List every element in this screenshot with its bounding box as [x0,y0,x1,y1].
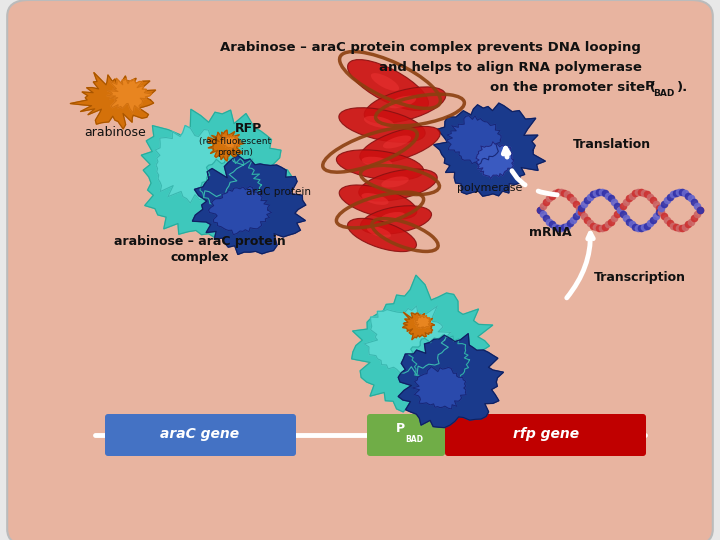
Ellipse shape [383,136,411,148]
Text: araC protein: araC protein [246,187,310,197]
Ellipse shape [339,185,417,219]
Polygon shape [200,157,261,215]
Polygon shape [398,334,503,428]
Polygon shape [364,306,451,375]
Text: (red fluorescent
protein): (red fluorescent protein) [199,137,271,157]
Text: RFP: RFP [235,122,261,134]
Text: on the promoter site (: on the promoter site ( [490,80,656,93]
Polygon shape [208,130,244,161]
Ellipse shape [348,218,416,252]
FancyBboxPatch shape [7,0,713,540]
Polygon shape [156,125,243,203]
FancyBboxPatch shape [445,414,646,456]
Ellipse shape [382,177,409,187]
Ellipse shape [388,96,416,109]
Text: rfp gene: rfp gene [513,427,579,441]
FancyBboxPatch shape [367,414,445,456]
Polygon shape [192,156,306,254]
Polygon shape [71,72,156,129]
Ellipse shape [360,126,440,164]
Text: P: P [645,80,654,93]
Polygon shape [221,135,240,149]
Ellipse shape [361,206,431,234]
Polygon shape [415,315,431,329]
Text: mRNA: mRNA [528,226,571,240]
Ellipse shape [371,73,399,91]
FancyBboxPatch shape [105,414,296,456]
Polygon shape [408,335,469,387]
Polygon shape [476,141,513,179]
Polygon shape [351,275,492,412]
Text: Translation: Translation [573,138,651,152]
Text: BAD: BAD [653,90,675,98]
Ellipse shape [361,157,392,167]
Ellipse shape [364,116,394,128]
Text: ).: ). [677,80,688,93]
Text: P: P [395,422,405,435]
Polygon shape [412,367,467,409]
Ellipse shape [361,193,389,205]
Polygon shape [446,116,501,165]
Text: arabinose – araC protein: arabinose – araC protein [114,235,286,248]
Text: Arabinose – araC protein complex prevents DNA looping: Arabinose – araC protein complex prevent… [220,40,640,53]
Polygon shape [433,103,545,196]
Ellipse shape [364,87,446,123]
Ellipse shape [339,107,425,143]
Polygon shape [107,78,151,113]
Ellipse shape [336,150,423,180]
Ellipse shape [348,59,428,110]
Text: araC gene: araC gene [161,427,240,441]
Text: Transcription: Transcription [594,272,686,285]
Ellipse shape [367,226,391,238]
Text: BAD: BAD [405,435,423,444]
Text: and helps to align RNA polymerase: and helps to align RNA polymerase [379,60,642,73]
Text: arabinose: arabinose [84,125,146,138]
Polygon shape [402,312,434,340]
Polygon shape [209,186,271,235]
Ellipse shape [359,169,437,201]
Ellipse shape [381,212,405,222]
Polygon shape [141,109,292,240]
Text: complex: complex [171,251,229,264]
Text: polymerase: polymerase [457,183,523,193]
